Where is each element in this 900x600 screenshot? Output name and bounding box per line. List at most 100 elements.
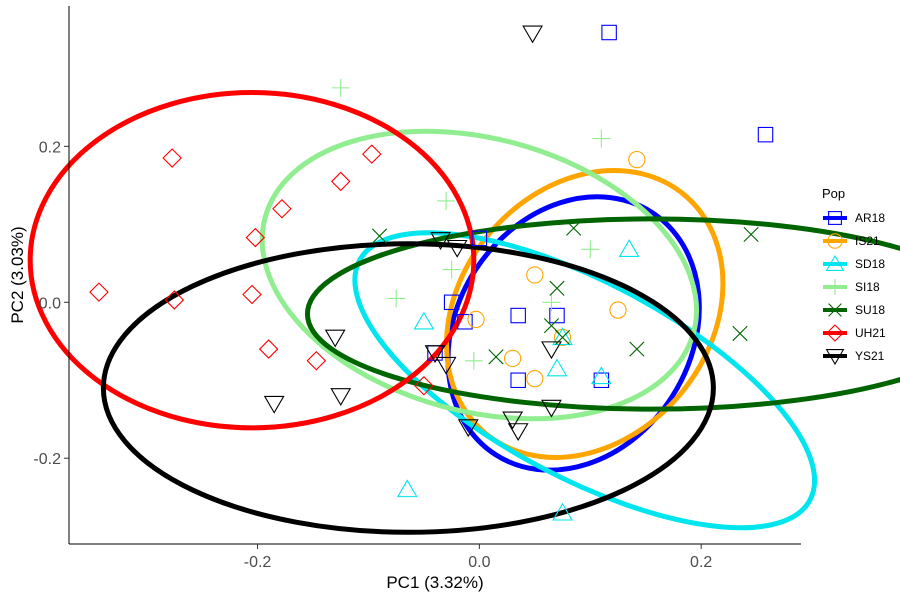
point-uh21 xyxy=(414,375,434,396)
point-si18 xyxy=(542,293,561,312)
ellipse-si18 xyxy=(259,128,700,422)
legend-item-su18: SU18 xyxy=(823,303,885,317)
point-si18 xyxy=(464,351,483,370)
legend-label: AR18 xyxy=(855,211,885,225)
point-uh21 xyxy=(362,144,382,164)
point-ar18 xyxy=(457,314,473,330)
point-su18 xyxy=(566,220,582,236)
series-sd18 xyxy=(396,239,640,521)
point-is21 xyxy=(503,349,522,368)
legend-key-marker xyxy=(827,279,843,295)
point-ys21 xyxy=(330,388,352,406)
point-ar18 xyxy=(471,230,488,247)
y-tick-label: -0.2 xyxy=(33,451,61,468)
legend-label: SU18 xyxy=(855,303,885,317)
legend-item-ar18: AR18 xyxy=(823,211,885,225)
points-layer xyxy=(89,24,774,521)
legend-key-marker xyxy=(825,349,845,366)
series-si18 xyxy=(331,78,611,370)
point-si18 xyxy=(437,191,456,210)
x-tick-label: -0.2 xyxy=(244,554,272,571)
point-sd18 xyxy=(552,327,573,346)
legend: Pop AR18 IS21 SD18 SI18 SU18 UH21 YS21 xyxy=(822,186,886,366)
ellipse-su18 xyxy=(305,216,900,412)
legend-key-marker xyxy=(827,233,843,249)
legend-label: SD18 xyxy=(855,257,885,271)
point-is21 xyxy=(526,370,544,388)
point-uh21 xyxy=(242,284,262,305)
point-ar18 xyxy=(757,126,774,143)
legend-item-ys21: YS21 xyxy=(823,349,885,366)
x-axis-ticks: -0.2 0.0 0.2 xyxy=(244,544,712,571)
point-ys21 xyxy=(430,232,451,251)
point-su18 xyxy=(732,325,748,342)
x-tick-label: 0.2 xyxy=(690,554,712,571)
legend-key-marker xyxy=(828,211,842,225)
legend-item-si18: SI18 xyxy=(823,279,880,295)
point-uh21 xyxy=(89,282,109,302)
point-ys21 xyxy=(457,419,479,438)
x-tick-label: 0.0 xyxy=(468,554,490,571)
point-ys21 xyxy=(324,329,346,348)
point-uh21 xyxy=(162,148,182,168)
point-si18 xyxy=(331,78,350,97)
point-ar18 xyxy=(601,24,617,41)
legend-key-marker xyxy=(825,254,845,271)
point-ys21 xyxy=(446,239,468,258)
y-tick-label: 0.0 xyxy=(39,295,61,312)
point-si18 xyxy=(581,240,600,259)
series-uh21 xyxy=(89,144,434,396)
point-su18 xyxy=(629,341,645,357)
point-is21 xyxy=(526,266,544,284)
ellipse-is21 xyxy=(444,168,726,460)
legend-item-uh21: UH21 xyxy=(823,324,886,342)
point-ys21 xyxy=(424,345,446,364)
legend-item-is21: IS21 xyxy=(823,233,880,249)
point-uh21 xyxy=(245,227,266,248)
point-ys21 xyxy=(541,341,562,360)
series-su18 xyxy=(371,220,759,365)
series-ar18 xyxy=(427,24,774,389)
point-ys21 xyxy=(541,399,562,418)
legend-label: UH21 xyxy=(855,326,886,340)
point-ys21 xyxy=(263,395,285,414)
point-ys21 xyxy=(435,356,457,375)
point-ys21 xyxy=(507,423,529,442)
point-ar18 xyxy=(549,307,565,324)
point-uh21 xyxy=(330,171,351,192)
point-sd18 xyxy=(396,479,418,498)
point-is21 xyxy=(467,310,485,329)
point-sd18 xyxy=(546,358,568,377)
point-si18 xyxy=(592,129,611,148)
point-si18 xyxy=(387,289,406,308)
legend-label: SI18 xyxy=(855,280,880,294)
legend-title: Pop xyxy=(822,186,845,201)
point-sd18 xyxy=(413,311,435,330)
point-uh21 xyxy=(258,339,279,359)
point-si18 xyxy=(442,260,461,279)
y-axis-ticks: -0.2 0.0 0.2 xyxy=(33,139,69,468)
legend-item-sd18: SD18 xyxy=(823,254,885,271)
point-uh21 xyxy=(164,290,185,310)
point-su18 xyxy=(743,226,759,243)
point-ys21 xyxy=(522,25,544,44)
ellipse-uh21 xyxy=(27,90,477,431)
point-is21 xyxy=(628,150,646,169)
point-sd18 xyxy=(618,239,640,258)
ellipse-ys21 xyxy=(100,241,716,535)
point-su18 xyxy=(549,280,565,296)
series-is21 xyxy=(467,150,646,388)
legend-label: IS21 xyxy=(855,234,880,248)
point-su18 xyxy=(371,228,388,244)
point-ar18 xyxy=(443,294,460,311)
point-sd18 xyxy=(590,366,612,385)
legend-label: YS21 xyxy=(855,349,885,363)
point-ar18 xyxy=(510,307,526,324)
legend-key-marker xyxy=(826,324,844,342)
ellipses-layer xyxy=(27,90,900,535)
point-ar18 xyxy=(510,372,526,389)
ellipse-sd18 xyxy=(352,230,818,531)
point-sd18 xyxy=(552,502,573,521)
plot-area: -0.2 0.0 0.2 -0.2 0.0 0.2 xyxy=(27,6,900,571)
